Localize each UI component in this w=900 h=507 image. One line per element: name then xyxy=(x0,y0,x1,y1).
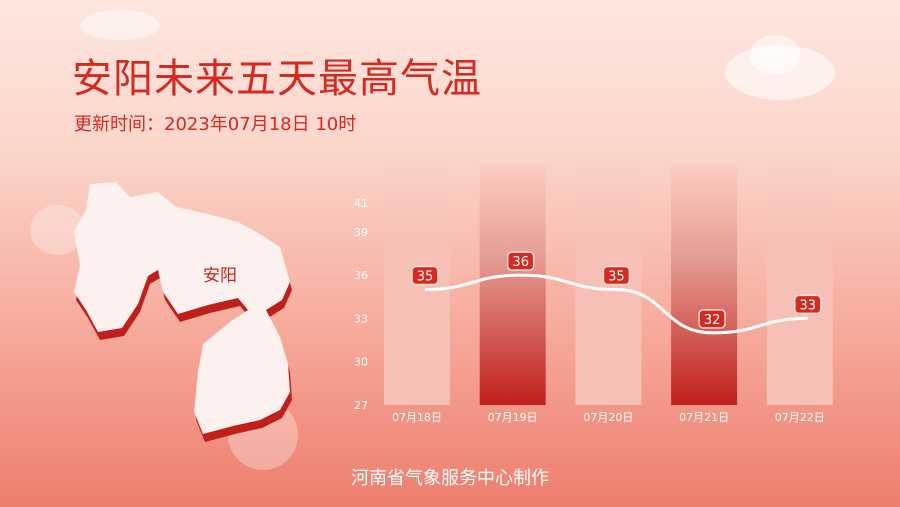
data-label-box xyxy=(506,251,535,271)
data-label: 35 xyxy=(417,270,434,285)
data-label-box xyxy=(794,294,822,315)
data-label: 32 xyxy=(704,313,721,328)
x-tick-label: 07月20日 xyxy=(583,411,633,424)
map-region-label: 安阳 xyxy=(203,266,237,286)
cloud-decoration xyxy=(80,10,160,40)
update-time: 更新时间：2023年07月18日 10时 xyxy=(74,114,357,135)
footer-credit: 河南省气象服务中心制作 xyxy=(351,468,549,489)
map-region xyxy=(74,182,290,434)
x-tick-label: 07月19日 xyxy=(488,411,538,424)
bar-07月21日 xyxy=(671,165,738,405)
y-tick-label: 30 xyxy=(354,356,368,369)
y-tick-label: 27 xyxy=(354,399,368,412)
y-tick-label: 39 xyxy=(354,226,368,239)
data-label: 35 xyxy=(608,270,625,285)
temperature-line xyxy=(424,273,808,335)
x-tick-label: 07月18日 xyxy=(392,411,442,424)
bar-07月19日 xyxy=(479,165,546,405)
bar-07月22日 xyxy=(766,165,833,405)
y-tick-label: 33 xyxy=(354,312,368,325)
data-label-box xyxy=(411,265,439,286)
data-label-box xyxy=(602,265,631,286)
data-label: 36 xyxy=(512,255,529,270)
x-tick-label: 07月22日 xyxy=(775,411,825,424)
page-title: 安阳未来五天最高气温 xyxy=(72,56,482,102)
x-tick-label: 07月21日 xyxy=(679,411,729,424)
data-label: 33 xyxy=(800,298,817,313)
y-tick-label: 41 xyxy=(354,197,368,210)
y-tick-label: 36 xyxy=(354,269,368,282)
data-label-box xyxy=(698,309,726,329)
cloud-decoration xyxy=(750,35,800,75)
